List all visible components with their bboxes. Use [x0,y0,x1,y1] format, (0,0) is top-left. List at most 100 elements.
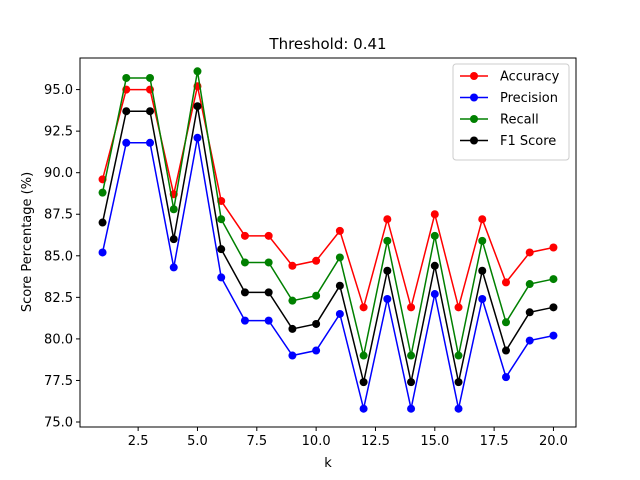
data-point-recall [98,188,107,197]
data-point-precision [549,331,558,340]
y-tick-label: 75.0 [44,416,73,431]
data-point-f1-score [122,107,131,116]
data-point-recall [430,231,439,240]
data-point-f1-score [264,288,273,297]
data-point-f1-score [359,378,368,387]
legend-label: Recall [500,113,539,128]
data-point-accuracy [407,303,416,312]
y-tick-label: 77.5 [44,374,73,389]
legend-marker [470,136,478,145]
legend: Accuracy Precision Recall F1 Score [452,63,570,161]
x-tick-label: 5.0 [187,434,208,449]
data-point-recall [478,236,487,245]
data-point-precision [146,138,155,147]
data-point-precision [288,351,297,360]
data-point-f1-score [335,281,344,290]
data-point-accuracy [312,256,321,265]
data-point-recall [501,318,510,327]
data-point-accuracy [335,226,344,235]
data-point-accuracy [430,210,439,219]
data-point-recall [407,351,416,360]
plot-area: 2.5 5.0 7.5 10.0 12.5 15.0 17.5 20.0 75.0 77.5 80.… [44,57,577,449]
legend-item-precision: Precision [460,91,558,106]
series-recall [98,67,558,360]
y-tick-label: 82.5 [44,291,73,306]
data-point-f1-score [549,303,558,312]
legend-label: Precision [500,91,558,106]
legend-label: F1 Score [500,134,556,149]
data-point-f1-score [217,245,226,254]
x-tick-label: 2.5 [128,434,149,449]
x-tick-label: 7.5 [246,434,267,449]
x-tick-label: 15.0 [420,434,449,449]
legend-label: Accuracy [500,70,560,85]
data-point-recall [146,73,155,82]
legend-item-f1-score: F1 Score [460,134,556,149]
x-tick-label: 20.0 [539,434,568,449]
legend-marker [470,115,478,123]
x-axis-label: k [324,456,332,471]
data-point-f1-score [383,266,392,275]
data-point-f1-score [478,266,487,275]
data-point-precision [217,273,226,282]
data-point-precision [312,346,321,355]
series-line-precision [101,137,554,409]
y-tick-label: 85.0 [44,249,73,264]
data-point-f1-score [240,288,249,297]
data-point-recall [454,351,463,360]
data-point-f1-score [525,308,534,317]
data-point-precision [193,133,202,142]
series-line-recall [101,71,554,356]
data-point-accuracy [288,261,297,270]
data-point-recall [312,291,321,300]
y-tick-label: 92.5 [44,125,73,140]
data-point-precision [169,263,178,272]
x-tick-label: 10.0 [302,434,331,449]
data-point-f1-score [407,378,416,387]
data-point-f1-score [169,235,178,244]
data-point-precision [525,336,534,345]
legend-marker [470,72,478,80]
data-point-recall [193,67,202,76]
y-tick-label: 80.0 [44,332,73,347]
data-point-accuracy [383,215,392,224]
data-point-precision [98,248,107,257]
data-point-accuracy [454,303,463,312]
data-point-recall [288,296,297,305]
data-point-recall [264,258,273,267]
data-point-recall [122,73,131,82]
data-point-accuracy [549,243,558,252]
chart-title: Threshold: 0.41 [268,35,386,53]
data-point-precision [454,404,463,413]
legend-item-accuracy: Accuracy [460,70,560,85]
data-point-f1-score [146,107,155,116]
y-axis-label: Score Percentage (%) [20,172,35,312]
data-point-f1-score [454,378,463,387]
data-point-recall [359,351,368,360]
y-tick-label: 90.0 [44,166,73,181]
series-precision [98,133,558,413]
legend-box [452,63,570,161]
data-point-f1-score [288,324,297,333]
data-point-precision [264,316,273,325]
data-point-f1-score [501,346,510,355]
data-point-f1-score [98,218,107,227]
data-point-precision [359,404,368,413]
x-tick-label: 12.5 [361,434,390,449]
data-point-recall [335,253,344,262]
data-point-precision [478,295,487,304]
series-line-accuracy [101,86,554,311]
data-point-f1-score [312,319,321,328]
data-point-precision [335,309,344,318]
data-point-accuracy [525,248,534,257]
y-tick-label: 95.0 [44,83,73,98]
data-point-accuracy [501,278,510,287]
data-point-recall [240,258,249,267]
data-point-recall [525,280,534,289]
data-point-precision [383,295,392,304]
data-point-precision [240,316,249,325]
legend-marker [470,93,478,102]
y-tick-label: 87.5 [44,208,73,223]
data-point-accuracy [478,215,487,224]
data-point-accuracy [359,303,368,312]
